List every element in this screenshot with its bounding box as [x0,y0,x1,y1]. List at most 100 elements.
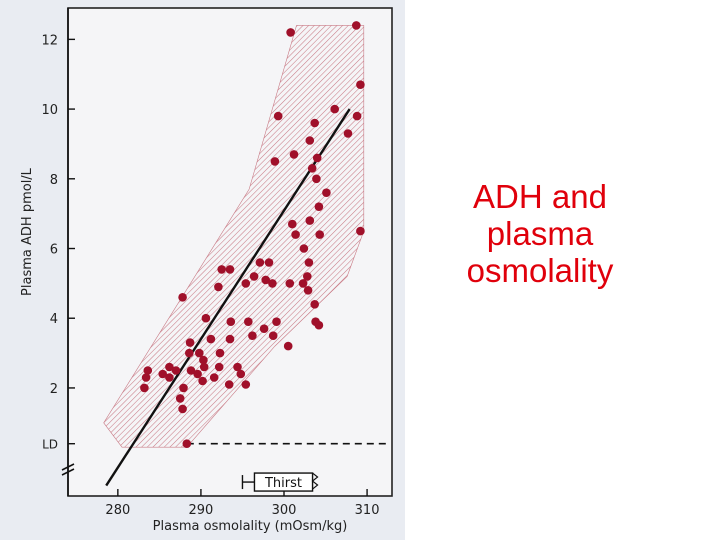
data-point [312,174,321,184]
data-point [199,362,209,372]
x-axis-label: Plasma osmolality (mOsm/kg) [153,519,348,534]
data-point [165,362,174,372]
data-point [305,136,315,145]
thirst-box [253,472,314,492]
data-point [225,334,235,344]
data-point [314,320,324,330]
data-point [307,164,317,173]
data-point [298,279,308,288]
y-tick-label: 8 [50,173,58,188]
data-point [182,439,192,449]
data-point [259,324,269,334]
x-tick-label: 300 [272,503,297,518]
y-tick-label-ld: LD [42,438,58,452]
axis-break-mark [61,463,75,471]
data-point [264,258,274,267]
data-point [288,219,297,229]
data-point [310,118,320,128]
scanned-figure: 2 4 6 8 10 12 LD 280 290 300 310 Thirst Plasma osmol… [0,0,405,540]
data-point [272,317,281,327]
y-axis-label: Plasma ADH pmol/L [20,167,35,296]
data-point [314,202,324,211]
y-tick-label: 2 [50,382,58,397]
x-tick-label: 290 [189,503,214,518]
data-point [165,373,174,382]
data-point [268,331,278,341]
data-point [268,279,277,288]
slide-title-line-1: ADH and [473,178,607,215]
data-point [330,104,340,114]
y-tick-label: 10 [41,103,58,118]
data-point [322,188,331,197]
adh-osmolality-chart: 2 4 6 8 10 12 LD 280 290 300 310 Thirst Plasma osmol… [20,7,393,534]
data-point [140,383,149,393]
data-point [179,383,188,393]
data-point [171,366,181,375]
data-point [305,216,315,225]
axis-break-mark [61,468,75,476]
data-point [248,331,257,341]
thirst-label: Thirst [264,476,302,491]
slide-title: ADH and plasma osmolality [425,178,655,289]
data-point [185,338,195,347]
data-point [283,341,293,351]
data-point [186,366,196,375]
y-tick-label: 4 [50,312,58,327]
data-point [225,265,235,274]
data-point [178,404,187,414]
data-point [352,21,361,30]
data-point [286,28,295,37]
thirst-box-zigzag [311,472,319,490]
data-point [255,258,265,267]
data-point [289,150,299,159]
slide-title-line-3: osmolality [466,252,614,289]
data-point [312,153,322,163]
data-point [175,394,185,403]
regression-line [105,108,351,487]
x-tick-label: 280 [105,503,130,518]
x-tick-label: 310 [355,503,380,518]
data-point [303,272,312,281]
data-point [356,226,365,236]
data-point [185,348,194,358]
data-point [343,129,353,138]
data-point [273,111,283,121]
y-tick-label: 6 [50,243,58,258]
data-point [178,293,187,302]
data-point [285,279,295,288]
data-point [291,230,300,239]
y-tick-label: 12 [41,33,58,48]
data-point [244,317,253,327]
data-point [206,334,216,344]
data-point [143,366,153,375]
data-point [304,258,314,267]
data-point [233,362,242,372]
data-point [236,369,246,379]
slide-title-line-2: plasma [486,215,594,252]
data-point [356,80,365,89]
data-point [315,230,325,239]
confidence-band [103,25,365,448]
data-point [241,279,251,288]
data-point [214,362,224,372]
data-point [195,348,204,358]
data-point [249,272,259,281]
data-point [201,313,211,323]
data-point [352,111,362,121]
data-point [141,373,151,382]
data-point [198,376,207,386]
data-point [299,244,309,253]
data-point [226,317,236,327]
data-point [209,373,219,382]
data-point [310,300,320,309]
data-point [217,265,226,274]
data-point [270,157,280,166]
data-point [241,380,251,389]
data-point [193,369,202,379]
data-point [158,369,167,379]
data-point [215,348,225,358]
data-point [303,286,313,295]
data-point [224,380,234,389]
data-point [261,275,271,285]
data-point [199,355,208,365]
